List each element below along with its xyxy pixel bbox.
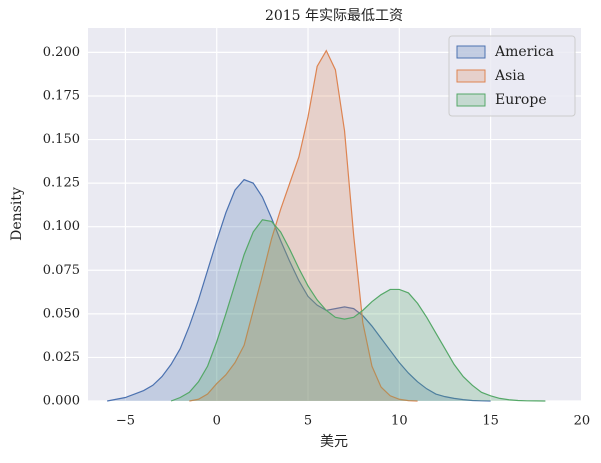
legend-box [448,35,576,117]
y-tick-label: 0.025 [43,350,80,365]
y-axis-label: Density [9,187,25,241]
density-area [107,179,491,401]
y-tick-label: 0.050 [43,306,80,321]
density-line [107,178,491,402]
legend-swatch [456,93,486,107]
legend: America Asia Europe [448,35,576,117]
density-line [189,49,418,402]
y-tick-label: 0.175 [43,88,80,103]
chart-title: 2015 年实际最低工资 [265,8,403,24]
legend-label: America [494,44,554,60]
x-tick-label: 20 [574,414,591,429]
x-tick-label: 0 [213,414,221,429]
legend-swatch [456,69,486,83]
legend-swatch [456,45,486,59]
y-tick-label: 0.100 [43,219,80,234]
x-tick-label: 15 [482,414,499,429]
y-tick-label: 0.075 [43,263,80,278]
y-tick-label: 0.000 [43,394,80,409]
x-tick-label: −5 [116,414,135,429]
density-area [171,219,546,401]
x-tick-label: 10 [391,414,408,429]
density-line [170,219,546,402]
legend-label: Europe [495,92,547,108]
y-tick-label: 0.150 [43,132,80,147]
density-area [189,50,418,401]
x-axis-label: 美元 [320,434,348,450]
legend-label: Asia [494,68,525,84]
y-tick-label: 0.125 [43,176,80,191]
y-tick-label: 0.200 [43,45,80,60]
x-tick-label: 5 [304,414,312,429]
